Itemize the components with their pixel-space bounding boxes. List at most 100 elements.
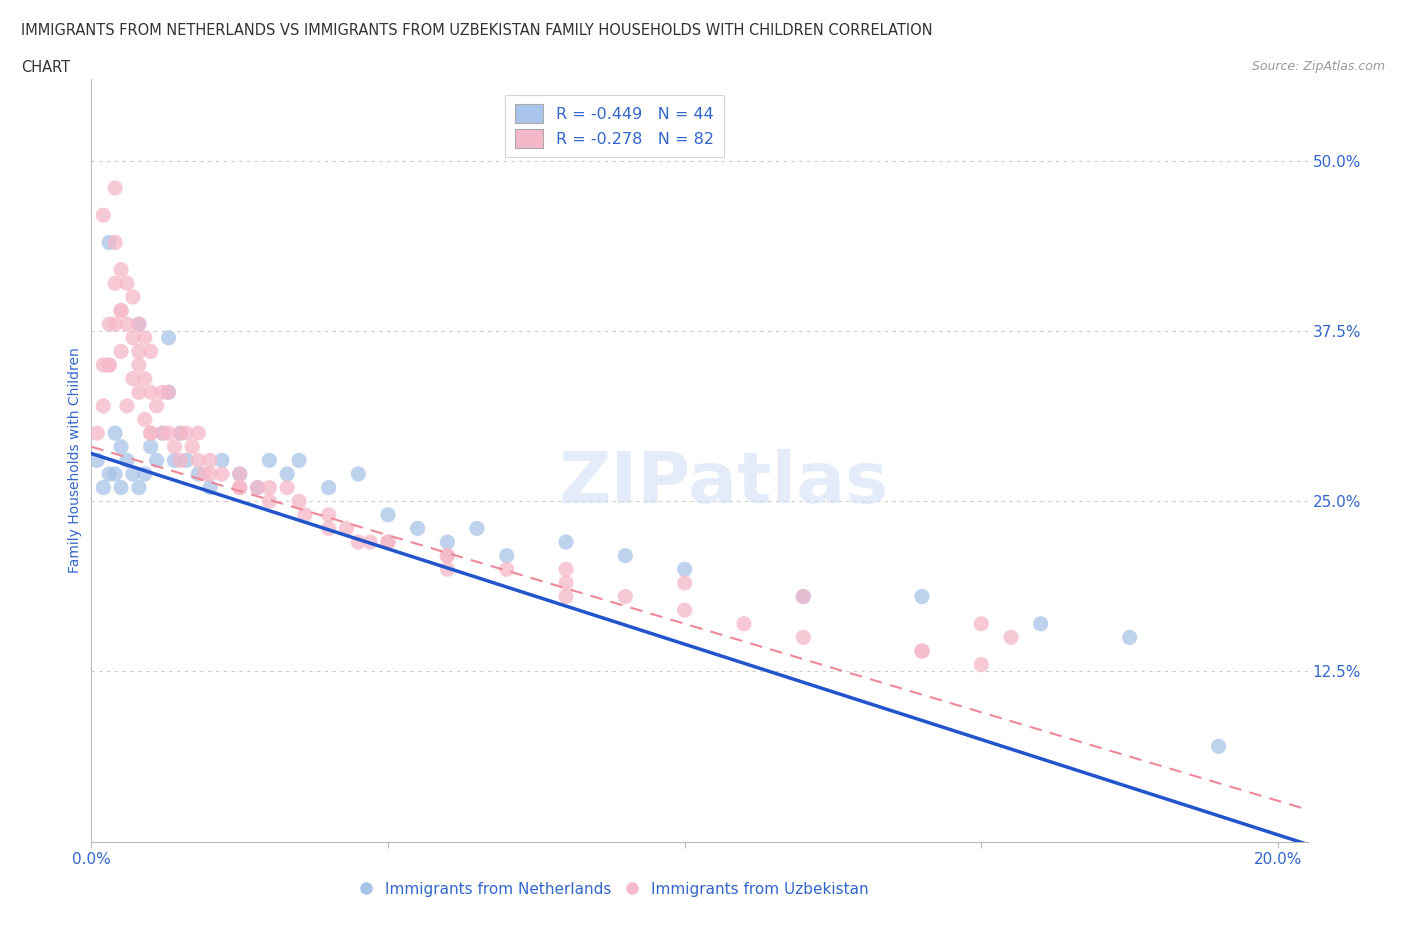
Point bbox=[122, 289, 145, 304]
Point bbox=[122, 467, 145, 482]
Text: ZIPatlas: ZIPatlas bbox=[558, 449, 889, 518]
Point bbox=[318, 521, 340, 536]
Point bbox=[792, 589, 814, 604]
Point bbox=[110, 439, 132, 454]
Point bbox=[139, 385, 162, 400]
Point bbox=[198, 453, 221, 468]
Point bbox=[377, 508, 399, 523]
Point bbox=[228, 480, 250, 495]
Point bbox=[115, 276, 138, 291]
Point bbox=[193, 467, 215, 482]
Point bbox=[555, 576, 578, 591]
Point bbox=[110, 344, 132, 359]
Point bbox=[318, 480, 340, 495]
Point bbox=[288, 494, 311, 509]
Point bbox=[436, 562, 458, 577]
Point bbox=[1029, 617, 1052, 631]
Point bbox=[110, 303, 132, 318]
Point bbox=[436, 535, 458, 550]
Point bbox=[347, 467, 370, 482]
Point bbox=[792, 630, 814, 644]
Point bbox=[259, 480, 281, 495]
Point bbox=[134, 330, 156, 345]
Point bbox=[98, 317, 121, 332]
Point bbox=[359, 535, 381, 550]
Point bbox=[104, 426, 127, 441]
Point bbox=[86, 426, 108, 441]
Point bbox=[104, 467, 127, 482]
Point bbox=[228, 467, 250, 482]
Point bbox=[259, 453, 281, 468]
Point bbox=[377, 535, 399, 550]
Point bbox=[139, 426, 162, 441]
Point bbox=[187, 426, 209, 441]
Point bbox=[911, 644, 934, 658]
Point bbox=[176, 426, 198, 441]
Point bbox=[377, 535, 399, 550]
Point bbox=[246, 480, 269, 495]
Point bbox=[157, 330, 180, 345]
Text: CHART: CHART bbox=[21, 60, 70, 75]
Point bbox=[115, 453, 138, 468]
Point bbox=[104, 317, 127, 332]
Point bbox=[139, 439, 162, 454]
Point bbox=[673, 562, 696, 577]
Point bbox=[152, 426, 174, 441]
Point bbox=[134, 467, 156, 482]
Text: Source: ZipAtlas.com: Source: ZipAtlas.com bbox=[1251, 60, 1385, 73]
Point bbox=[294, 508, 316, 523]
Point bbox=[436, 549, 458, 564]
Point bbox=[145, 398, 167, 413]
Point bbox=[555, 535, 578, 550]
Point bbox=[1208, 738, 1230, 753]
Point bbox=[733, 617, 755, 631]
Point bbox=[128, 385, 150, 400]
Point bbox=[198, 467, 221, 482]
Point bbox=[181, 439, 204, 454]
Point bbox=[157, 385, 180, 400]
Point bbox=[128, 317, 150, 332]
Point bbox=[163, 439, 186, 454]
Point bbox=[110, 303, 132, 318]
Point bbox=[495, 549, 517, 564]
Point bbox=[555, 562, 578, 577]
Point bbox=[91, 398, 114, 413]
Point bbox=[163, 453, 186, 468]
Point bbox=[259, 494, 281, 509]
Point bbox=[128, 344, 150, 359]
Point bbox=[614, 589, 637, 604]
Point bbox=[246, 480, 269, 495]
Point bbox=[495, 562, 517, 577]
Point bbox=[152, 426, 174, 441]
Point bbox=[555, 589, 578, 604]
Point bbox=[110, 480, 132, 495]
Point bbox=[128, 358, 150, 373]
Point bbox=[318, 508, 340, 523]
Point bbox=[347, 535, 370, 550]
Point bbox=[465, 521, 488, 536]
Point bbox=[139, 426, 162, 441]
Point bbox=[139, 344, 162, 359]
Point bbox=[1118, 630, 1140, 644]
Point bbox=[98, 235, 121, 250]
Point bbox=[198, 480, 221, 495]
Point bbox=[134, 371, 156, 386]
Point bbox=[157, 385, 180, 400]
Point bbox=[673, 603, 696, 618]
Legend: Immigrants from Netherlands, Immigrants from Uzbekistan: Immigrants from Netherlands, Immigrants … bbox=[354, 875, 875, 903]
Point bbox=[911, 644, 934, 658]
Point bbox=[86, 453, 108, 468]
Point bbox=[228, 480, 250, 495]
Point bbox=[211, 453, 233, 468]
Point bbox=[169, 426, 191, 441]
Point bbox=[792, 589, 814, 604]
Point bbox=[98, 358, 121, 373]
Point bbox=[228, 467, 250, 482]
Point bbox=[276, 480, 298, 495]
Point bbox=[91, 207, 114, 222]
Point bbox=[436, 549, 458, 564]
Point bbox=[169, 453, 191, 468]
Text: IMMIGRANTS FROM NETHERLANDS VS IMMIGRANTS FROM UZBEKISTAN FAMILY HOUSEHOLDS WITH: IMMIGRANTS FROM NETHERLANDS VS IMMIGRANT… bbox=[21, 23, 932, 38]
Point bbox=[91, 480, 114, 495]
Point bbox=[335, 521, 357, 536]
